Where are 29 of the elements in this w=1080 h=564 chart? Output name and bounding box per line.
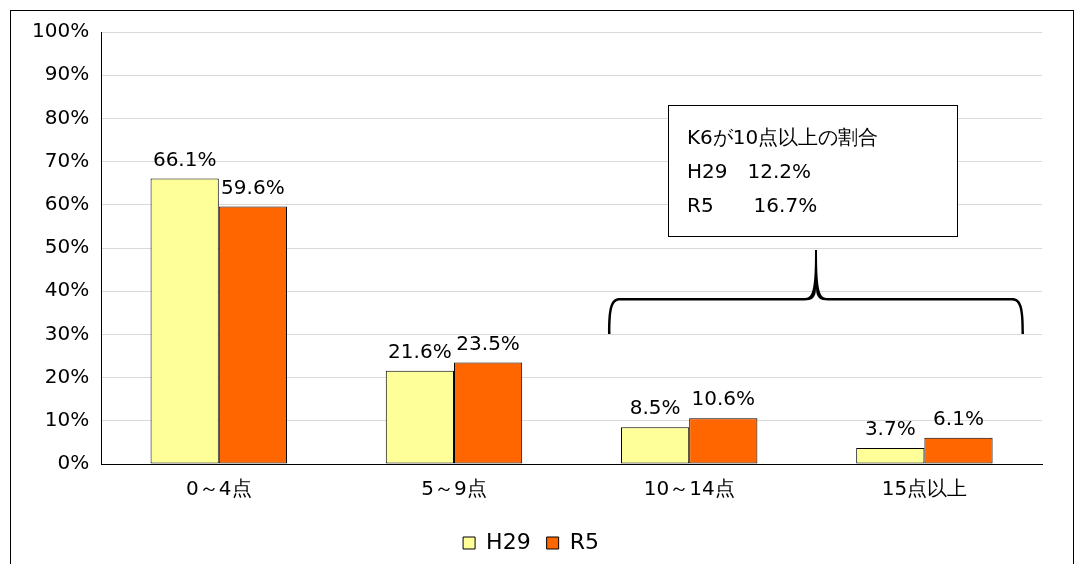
data-label: 59.6% bbox=[221, 174, 285, 199]
data-label: 10.6% bbox=[691, 386, 756, 411]
x-tick-label: 15点以上 bbox=[881, 476, 968, 501]
y-tick-label: 0% bbox=[57, 450, 90, 475]
y-tick-label: 10% bbox=[44, 407, 90, 431]
legend-label: R5 bbox=[569, 528, 599, 554]
data-label: 8.5% bbox=[629, 395, 681, 420]
legend-label: H29 bbox=[486, 528, 531, 554]
x-tick-label: 10～14点 bbox=[643, 476, 735, 501]
data-label: 21.6% bbox=[388, 338, 452, 363]
y-tick-label: 30% bbox=[44, 320, 90, 345]
y-tick-label: 40% bbox=[44, 277, 90, 302]
y-tick-label: 60% bbox=[44, 191, 90, 215]
data-label: 6.1% bbox=[933, 405, 984, 430]
y-tick-label: 50% bbox=[44, 234, 90, 259]
y-tick-label: 20% bbox=[44, 363, 90, 388]
y-tick-label: 80% bbox=[44, 104, 90, 129]
y-tick-label: 90% bbox=[44, 61, 90, 86]
text-box: K6が10点以上の割合 H29 12.2% R5 16.7% bbox=[668, 105, 958, 237]
data-label: 23.5% bbox=[456, 330, 520, 355]
y-tick-label: 70% bbox=[44, 147, 90, 172]
data-label: 3.7% bbox=[864, 416, 916, 441]
annotation: H29 12.2% bbox=[687, 158, 813, 185]
annotation: K6が10点以上の割合 bbox=[687, 124, 880, 151]
annotation: R5 16.7% bbox=[687, 192, 819, 219]
x-tick-label: 0～4点 bbox=[186, 476, 252, 501]
data-label: 66.1% bbox=[152, 146, 217, 171]
y-tick-label: 100% bbox=[31, 18, 90, 43]
x-tick-label: 5～9点 bbox=[421, 476, 487, 501]
